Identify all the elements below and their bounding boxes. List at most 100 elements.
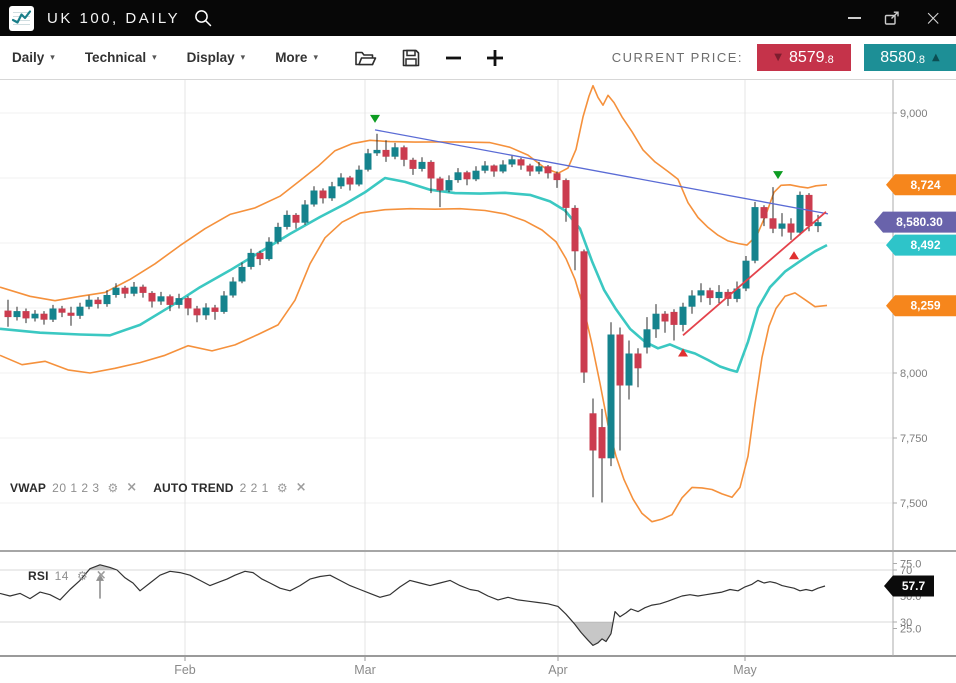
candle-body xyxy=(373,149,381,154)
candle-body xyxy=(175,298,183,305)
candle-body xyxy=(688,295,696,307)
candle-body xyxy=(490,165,498,172)
candle-body xyxy=(301,204,309,223)
menu-display[interactable]: Display ▾ xyxy=(186,50,246,65)
gear-icon[interactable]: ⚙ xyxy=(107,481,119,495)
trendline-resistance[interactable] xyxy=(374,129,829,215)
candle-body xyxy=(670,311,678,325)
candle-body xyxy=(760,207,768,219)
plus-icon xyxy=(486,49,503,66)
chevron-down-icon: ▾ xyxy=(152,52,157,63)
sell-signal-marker xyxy=(773,171,783,180)
close-button[interactable]: × xyxy=(924,6,942,30)
candle-body xyxy=(580,251,588,373)
remove-indicator-icon[interactable]: × xyxy=(295,480,307,495)
zoom-in-button[interactable] xyxy=(486,49,504,67)
arrow-down-icon: ▼ xyxy=(774,52,782,63)
buy-signal-marker xyxy=(789,251,799,260)
price-tag-value: 8,492 xyxy=(910,238,940,252)
price-tag-value: 8,259 xyxy=(910,299,940,313)
rsi-axis-label: 25.0 xyxy=(900,624,921,636)
candle-body xyxy=(4,310,12,318)
candle-body xyxy=(157,296,165,302)
candle-body xyxy=(328,186,336,199)
candle-body xyxy=(409,159,417,169)
rsi-overbought-fill xyxy=(88,564,117,570)
save-layout-button[interactable] xyxy=(401,48,421,68)
candle-body xyxy=(400,147,408,160)
candle-body xyxy=(643,329,651,348)
minimize-button[interactable] xyxy=(848,17,862,19)
candle-body xyxy=(13,311,21,318)
menu-daily[interactable]: Daily ▾ xyxy=(12,50,55,65)
candle-body xyxy=(589,413,597,451)
gear-icon[interactable]: ⚙ xyxy=(76,569,88,583)
remove-indicator-icon[interactable]: × xyxy=(126,480,138,495)
menu-more[interactable]: More ▾ xyxy=(275,50,318,65)
candle-body xyxy=(499,164,507,172)
candle-body xyxy=(49,308,57,320)
popout-button[interactable] xyxy=(884,11,901,26)
search-icon[interactable] xyxy=(194,9,213,28)
x-axis-label: Feb xyxy=(174,663,196,677)
minus-icon xyxy=(445,56,461,59)
candle-body xyxy=(310,190,318,205)
candle-body xyxy=(481,165,489,171)
chart-svg[interactable]: 9,0008,7508,5008,2508,0007,7507,50075.07… xyxy=(0,80,956,683)
candle-body xyxy=(526,165,534,172)
candle-body xyxy=(67,312,75,316)
candle-body xyxy=(661,313,669,322)
candle-body xyxy=(85,299,93,307)
candle-body xyxy=(751,207,759,261)
bollinger-upper-line xyxy=(0,84,828,302)
candle-body xyxy=(715,291,723,299)
candle-body xyxy=(166,296,174,305)
candle-body xyxy=(472,170,480,180)
candle-body xyxy=(130,286,138,294)
buy-price-button[interactable]: 8580 .8 ▲ xyxy=(864,44,956,71)
candle-body xyxy=(31,313,39,319)
candle-body xyxy=(238,266,246,282)
y-axis-label: 8,000 xyxy=(900,368,928,380)
candle-body xyxy=(382,149,390,157)
candle-body xyxy=(265,241,273,260)
candle-body xyxy=(634,353,642,369)
vwap-line xyxy=(0,176,828,374)
price-tag-value: 8,580.30 xyxy=(896,215,943,229)
remove-indicator-icon[interactable]: × xyxy=(95,568,107,583)
price-tag xyxy=(886,295,956,317)
candle-body xyxy=(337,177,345,187)
candle-body xyxy=(76,306,84,316)
current-price-label: CURRENT PRICE: xyxy=(611,50,743,65)
candle-body xyxy=(121,287,129,294)
candle-body xyxy=(148,292,156,302)
chart-toolbar: Daily ▾ Technical ▾ Display ▾ More ▾ xyxy=(0,36,956,80)
candle-body xyxy=(274,226,282,242)
buy-price-decimal: .8 xyxy=(915,53,926,66)
trendline-support[interactable] xyxy=(682,211,827,336)
y-axis-label: 7,500 xyxy=(900,498,928,510)
candle-body xyxy=(202,307,210,316)
open-layout-button[interactable] xyxy=(354,49,377,67)
x-axis-label: Apr xyxy=(548,663,567,677)
indicator-rsi: RSI 14 ⚙ × xyxy=(28,568,107,583)
candle-body xyxy=(697,290,705,296)
price-tag-value: 57.7 xyxy=(902,579,926,593)
candle-body xyxy=(553,173,561,181)
candle-body xyxy=(355,169,363,185)
candle-body xyxy=(796,194,804,233)
rsi-axis-label: 75.0 xyxy=(900,559,921,571)
candle-body xyxy=(229,281,237,296)
candle-body xyxy=(625,353,633,386)
candle-body xyxy=(346,177,354,185)
sell-price-button[interactable]: ▼ 8579 .8 xyxy=(757,44,851,71)
menu-technical[interactable]: Technical ▾ xyxy=(84,50,157,65)
candle-body xyxy=(40,313,48,320)
candle-body xyxy=(436,178,444,191)
candle-body xyxy=(742,260,750,289)
bollinger-lower-line xyxy=(0,207,828,523)
price-tag xyxy=(886,174,956,196)
zoom-out-button[interactable] xyxy=(445,49,462,67)
gear-icon[interactable]: ⚙ xyxy=(276,481,288,495)
rsi-axis-label: 30 xyxy=(900,617,912,629)
